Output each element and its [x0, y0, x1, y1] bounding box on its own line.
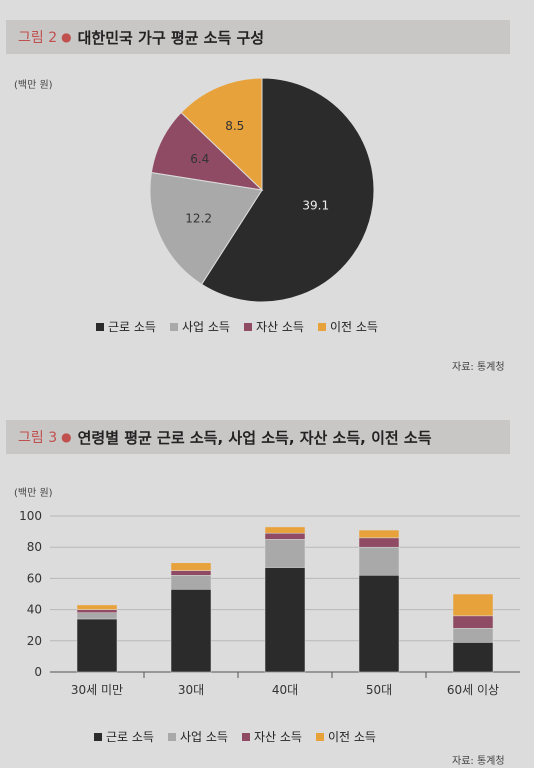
pie-value-label: 39.1: [302, 199, 329, 213]
figure2-unit: (백만 원): [14, 80, 53, 91]
figure2-legend: 근로 소득 사업 소득 자산 소득 이전 소득: [96, 318, 392, 335]
legend-swatch: [169, 322, 178, 331]
y-tick-label: 60: [27, 571, 42, 585]
figure3-source: 자료: 통계청: [452, 756, 505, 767]
bar-segment: [452, 642, 494, 673]
legend-swatch: [96, 322, 104, 331]
bar-segment: [358, 529, 400, 539]
x-tick-label: 30세 미만: [71, 683, 123, 697]
legend-item: 이전 소득: [317, 318, 378, 335]
y-tick-label: 40: [27, 603, 42, 617]
bar-segment: [264, 539, 306, 568]
bar-segment: [264, 532, 306, 540]
legend-label: 근로 소득: [108, 320, 156, 334]
legend-label: 이전 소득: [329, 320, 378, 334]
bar-segment: [264, 567, 306, 673]
legend-label: 이전 소득: [327, 730, 376, 744]
legend-label: 사업 소득: [181, 320, 230, 334]
figure3-number: 그림 3: [18, 430, 58, 446]
bar-segment: [170, 589, 212, 673]
pie-value-label: 8.5: [225, 119, 244, 133]
bar-segment: [452, 628, 494, 643]
legend-swatch: [167, 732, 176, 741]
x-tick-label: 30대: [178, 683, 204, 697]
legend-item: 이전 소득: [315, 728, 376, 745]
pie-slice: [200, 77, 375, 303]
x-tick-label: 50대: [366, 683, 392, 697]
pie-chart: 39.1 12.2 6.4 8.5: [149, 77, 375, 303]
legend-swatch: [243, 322, 252, 331]
legend-label: 근로 소득: [106, 730, 154, 744]
bar-segment: [76, 604, 118, 610]
legend-item: 근로 소득: [96, 318, 156, 335]
legend-item: 근로 소득: [94, 728, 154, 745]
legend-swatch: [315, 732, 324, 741]
bar-segment: [358, 537, 400, 548]
bar-segment: [170, 575, 212, 590]
legend-swatch: [94, 732, 102, 741]
figure2-number: 그림 2: [18, 30, 58, 46]
legend-item: 사업 소득: [169, 318, 230, 335]
figure3-legend: 근로 소득 사업 소득 자산 소득 이전 소득: [94, 728, 390, 745]
y-tick-label: 20: [27, 634, 42, 648]
bar-segment: [358, 546, 400, 576]
pie-slice: [180, 77, 263, 192]
title-bullet-icon: ●: [61, 430, 72, 444]
figure3-unit: (백만 원): [14, 488, 53, 499]
bar-segment: [358, 575, 400, 673]
y-tick-label: 0: [34, 665, 42, 679]
bar-segment: [452, 593, 494, 617]
legend-item: 사업 소득: [167, 728, 228, 745]
bar-segment: [170, 562, 212, 571]
legend-swatch: [317, 322, 326, 331]
stacked-bar-chart: 0 20 40 60 80 100 30세 미만 30대 40대 50대 60세 이상: [19, 509, 520, 697]
figure2-title: 대한민국 가구 평균 소득 구성: [77, 28, 265, 47]
bar-segment: [452, 615, 494, 629]
figure2-title-bar: 그림 2 ● 대한민국 가구 평균 소득 구성: [6, 20, 510, 54]
legend-item: 자산 소득: [241, 728, 302, 745]
bar-segment: [76, 612, 118, 620]
y-tick-label: 80: [27, 540, 42, 554]
legend-label: 사업 소득: [179, 730, 228, 744]
legend-label: 자산 소득: [255, 320, 304, 334]
bar-segment: [170, 570, 212, 576]
pie-value-label: 6.4: [190, 152, 209, 166]
bar-segment: [76, 609, 118, 613]
figure3-title-bar: 그림 3 ● 연령별 평균 근로 소득, 사업 소득, 자산 소득, 이전 소득: [6, 420, 510, 454]
legend-label: 자산 소득: [253, 730, 302, 744]
bar-segment: [264, 526, 306, 534]
pie-value-label: 12.2: [185, 211, 212, 225]
title-bullet-icon: ●: [61, 30, 72, 44]
bar-segment: [76, 618, 118, 673]
x-tick-label: 40대: [272, 683, 298, 697]
figure3-title: 연령별 평균 근로 소득, 사업 소득, 자산 소득, 이전 소득: [77, 428, 432, 447]
y-tick-label: 100: [19, 509, 42, 523]
legend-swatch: [241, 732, 250, 741]
x-tick-label: 60세 이상: [447, 683, 499, 697]
legend-item: 자산 소득: [243, 318, 304, 335]
figure2-source: 자료: 통계청: [452, 362, 505, 373]
pie-slice: [149, 171, 263, 286]
